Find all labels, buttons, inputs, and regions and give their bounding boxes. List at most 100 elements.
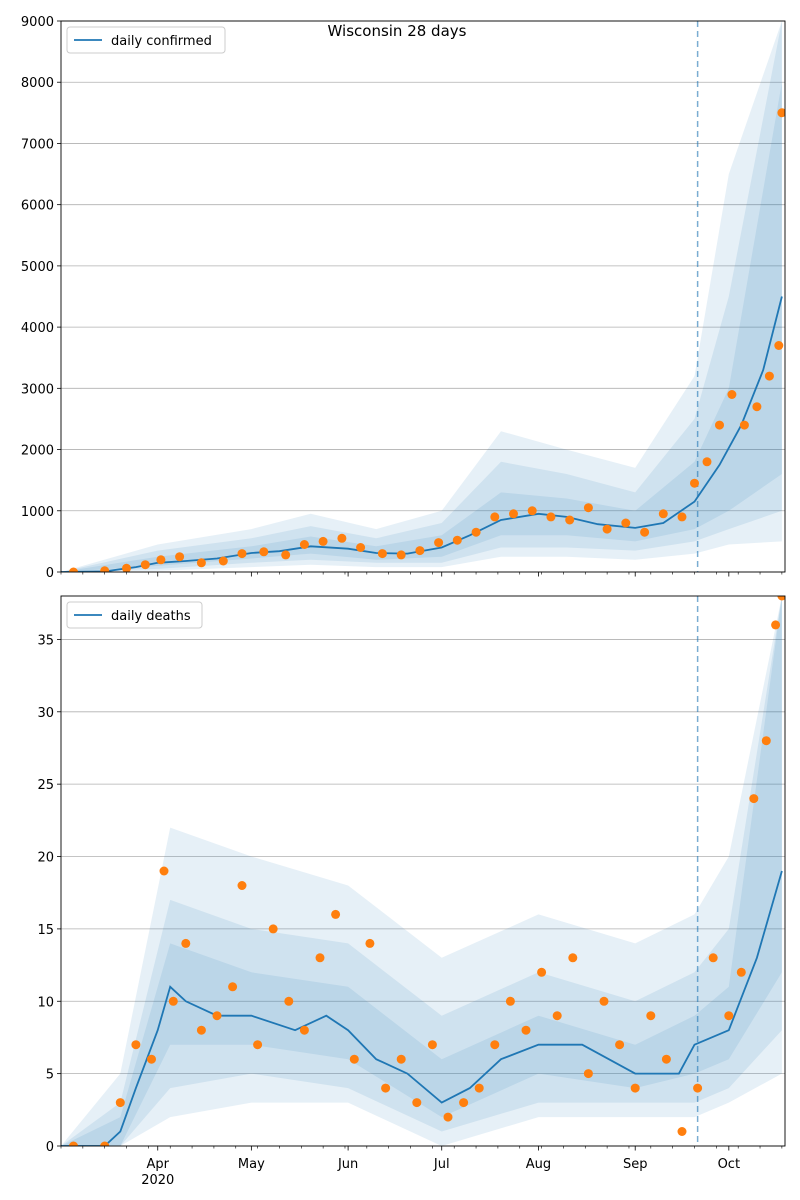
data-point	[115, 1098, 125, 1108]
y-tick-label: 4000	[21, 321, 54, 336]
data-point	[630, 1083, 640, 1093]
data-point	[427, 1040, 437, 1050]
data-point	[331, 909, 341, 919]
data-point	[140, 560, 150, 570]
y-tick-label: 10	[37, 995, 54, 1010]
y-tick-label: 25	[37, 778, 54, 793]
data-point	[546, 512, 556, 522]
data-point	[69, 1141, 78, 1146]
data-point	[131, 1040, 141, 1050]
x-tick-label: May	[238, 1157, 265, 1172]
legend-label: daily deaths	[111, 609, 191, 624]
data-point	[771, 620, 781, 630]
data-point	[443, 1112, 453, 1122]
data-point	[196, 558, 206, 568]
data-point	[69, 567, 78, 572]
x-tick-label: 2020	[141, 1173, 174, 1188]
data-point	[147, 1054, 156, 1064]
data-point	[218, 556, 228, 566]
y-tick-label: 9000	[21, 15, 54, 30]
data-point	[490, 512, 500, 522]
data-point	[396, 1054, 406, 1064]
data-point	[381, 1083, 391, 1093]
series-line	[61, 870, 783, 1146]
confidence-band-3	[61, 596, 782, 1146]
data-point	[349, 1054, 359, 1064]
data-point	[505, 996, 515, 1006]
data-point	[715, 420, 724, 430]
data-point	[452, 535, 462, 545]
data-point	[621, 518, 631, 528]
y-tick-label: 30	[37, 706, 54, 721]
data-point	[159, 866, 169, 876]
data-point	[583, 503, 593, 513]
data-point	[237, 881, 247, 890]
y-tick-label: 15	[37, 923, 54, 938]
data-point	[471, 527, 481, 537]
data-point	[565, 515, 575, 525]
data-point	[749, 794, 759, 804]
data-point	[739, 420, 749, 430]
data-point	[100, 1141, 110, 1146]
data-point	[474, 1083, 484, 1093]
data-point	[318, 536, 328, 546]
data-point	[602, 524, 612, 534]
x-tick-label: Aug	[526, 1157, 551, 1172]
data-point	[168, 996, 178, 1006]
data-point	[228, 982, 238, 992]
y-tick-label: 0	[46, 566, 54, 581]
y-tick-label: 5000	[21, 260, 54, 275]
x-tick-label: Apr	[146, 1157, 169, 1172]
data-point	[777, 596, 785, 601]
data-point	[509, 509, 518, 519]
x-tick-label: Oct	[718, 1157, 740, 1172]
legend: daily deaths	[66, 601, 203, 629]
y-tick-label: 5	[46, 1068, 54, 1083]
y-tick-label: 6000	[21, 199, 54, 214]
data-point	[396, 550, 406, 560]
data-point	[599, 996, 609, 1006]
data-point	[677, 512, 687, 522]
confirmed-panel: 0 1000 2000 3000 4000 5000 6000 7000 8000 9000 dai…	[21, 15, 786, 581]
data-point	[299, 1025, 309, 1035]
x-tick-label: Sep	[623, 1157, 648, 1172]
y-tick-label: 3000	[21, 382, 54, 397]
data-point	[337, 533, 347, 543]
y-tick-label: 35	[37, 633, 54, 648]
y-tick-label: 0	[46, 1140, 54, 1155]
data-point	[583, 1069, 593, 1079]
legend: daily confirmed	[66, 26, 226, 54]
x-tick-label: Jul	[433, 1157, 450, 1172]
confidence-band-2	[61, 596, 782, 1146]
series-line	[61, 296, 783, 572]
plot-area	[61, 596, 785, 1146]
data-point	[356, 543, 366, 552]
plot-area	[61, 21, 785, 572]
data-point	[156, 555, 166, 565]
y-tick-label: 2000	[21, 444, 54, 459]
data-point	[412, 1098, 422, 1108]
data-point	[281, 550, 291, 560]
data-point	[761, 736, 771, 746]
data-point	[615, 1040, 625, 1050]
data-point	[268, 924, 278, 934]
data-point	[736, 967, 746, 977]
data-point	[677, 1127, 687, 1136]
data-point	[537, 967, 547, 977]
data-point	[693, 1083, 703, 1093]
data-point	[661, 1054, 671, 1064]
y-tick-label: 8000	[21, 76, 54, 91]
data-point	[100, 566, 110, 572]
data-point	[658, 509, 668, 519]
data-point	[253, 1040, 263, 1050]
data-point	[175, 552, 185, 562]
data-point	[434, 538, 444, 548]
data-point	[122, 563, 131, 572]
data-point	[764, 371, 774, 381]
axes-frame	[60, 20, 786, 573]
data-point	[237, 549, 247, 559]
data-point	[777, 108, 785, 118]
data-point	[365, 938, 375, 948]
data-point	[752, 402, 762, 412]
data-point	[212, 1011, 222, 1021]
